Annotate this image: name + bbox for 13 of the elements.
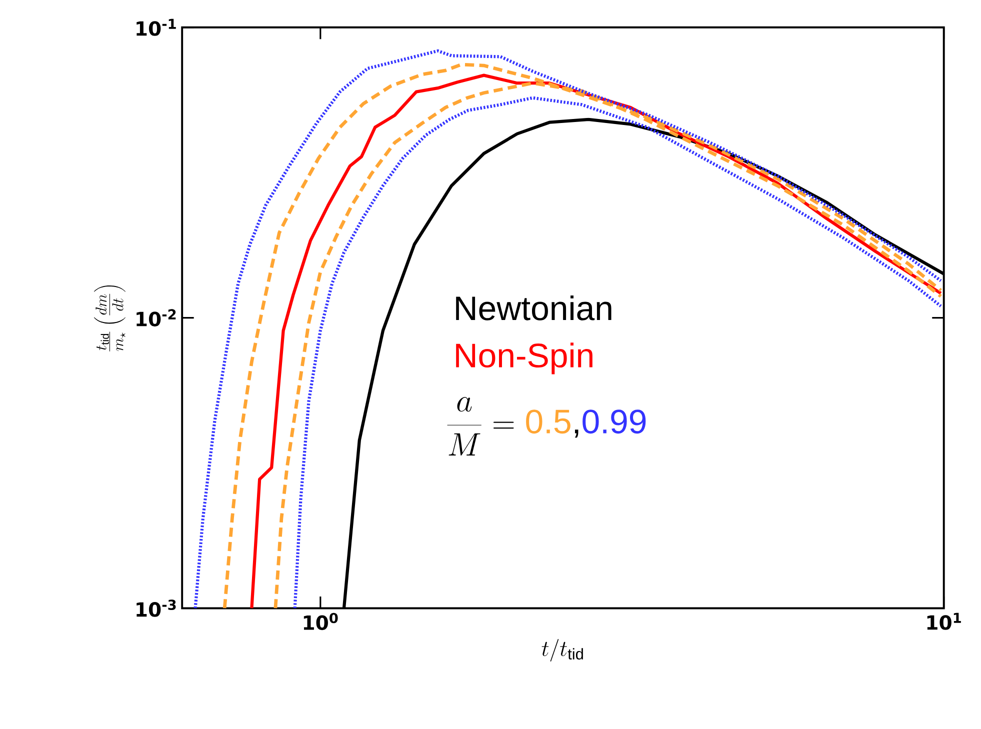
annotation: , — [574, 429, 578, 438]
text: Non-Spin — [456, 342, 592, 374]
x-tick-label: 10$^{1}$ — [927, 612, 961, 630]
y-tick-label: 10$^{-1}$ — [136, 18, 176, 36]
x-axis-title: $t/t_{\rm tid}$ — [542, 638, 583, 662]
y-axis-title: $\frac{t_{\rm tid}}{m_\star}\left(\frac{dm}{dt}\right)$ — [94, 285, 126, 352]
y-tick-label: 10$^{-2}$ — [136, 308, 176, 326]
annotation: $\frac{a}{M} =$ — [447, 396, 514, 456]
series-label: Newtonian — [456, 295, 612, 320]
x-tick-label: 10$^{0}$ — [304, 612, 338, 630]
text: 0.99 — [582, 409, 646, 434]
text: 0.5 — [526, 409, 570, 434]
y-tick-label: 10$^{-3}$ — [136, 599, 176, 617]
